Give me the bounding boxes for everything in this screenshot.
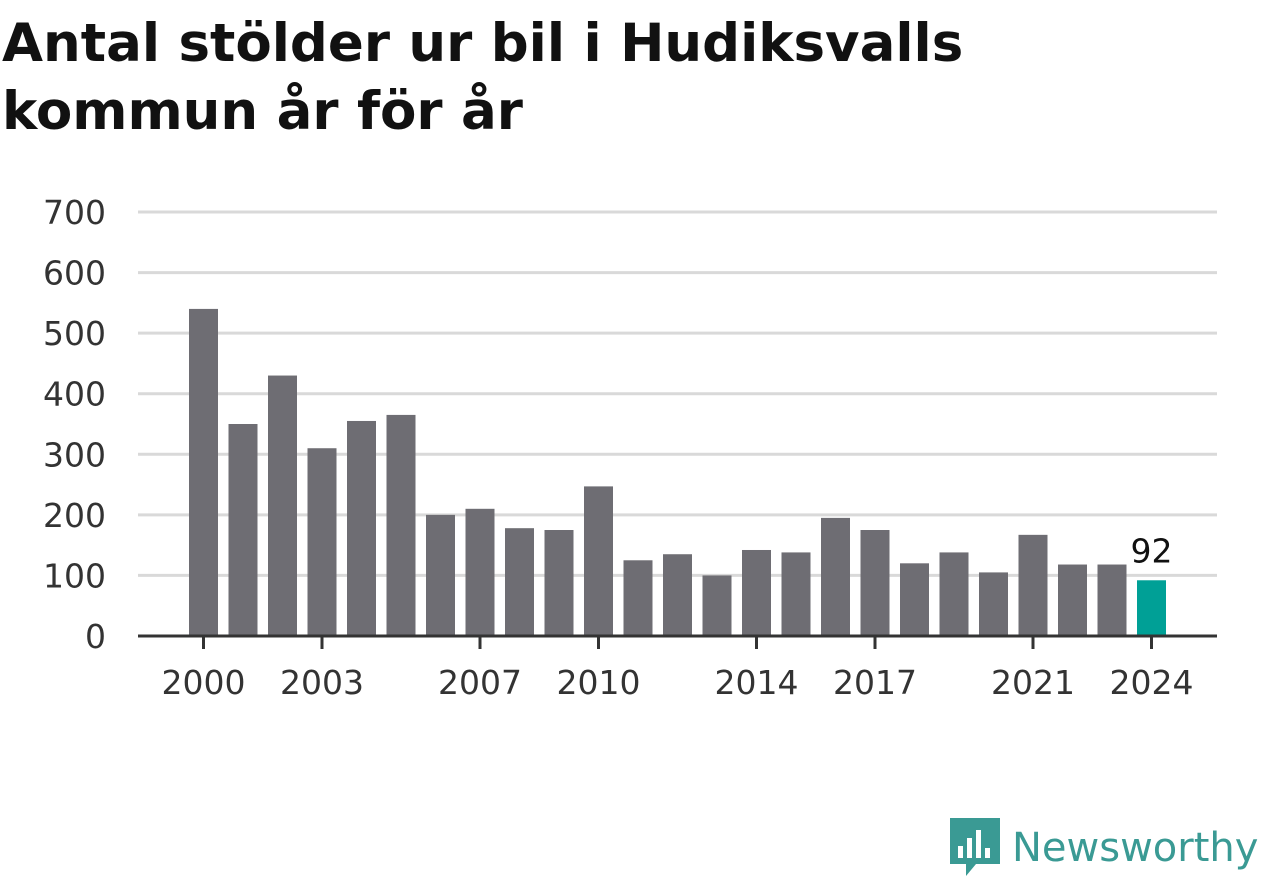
- bar-2022: [1058, 564, 1087, 636]
- bar-2006: [426, 514, 455, 636]
- y-tick-label: 100: [43, 556, 106, 595]
- brand-name: Newsworthy: [1012, 825, 1259, 871]
- bar-2019: [939, 552, 969, 636]
- x-tick-label: 2017: [833, 663, 917, 702]
- newsworthy-logo-icon: [950, 818, 1000, 876]
- y-tick-label: 200: [43, 496, 106, 535]
- y-tick-label: 0: [85, 617, 106, 656]
- bar-2023: [1097, 564, 1127, 636]
- data-label: 92: [1131, 531, 1173, 570]
- x-tick-label: 2003: [280, 663, 364, 702]
- newsworthy-brand: Newsworthy: [950, 818, 1258, 878]
- x-tick-label: 2010: [557, 663, 641, 702]
- bar-2005: [386, 414, 416, 636]
- bar-2002: [268, 375, 297, 636]
- bar-2010: [584, 486, 613, 636]
- x-axis: [138, 634, 1217, 649]
- bar-2009: [544, 530, 574, 636]
- x-tick-label: 2014: [715, 663, 799, 702]
- x-tick-label: 2007: [438, 663, 522, 702]
- bar-2011: [623, 560, 653, 636]
- bar-2000: [189, 308, 218, 636]
- bar-2004: [347, 420, 376, 636]
- bar-2015: [781, 552, 811, 636]
- x-tick-label: 2021: [991, 663, 1075, 702]
- x-tick-label: 2000: [162, 663, 246, 702]
- bar-2017: [860, 530, 890, 636]
- y-tick-label: 600: [43, 254, 106, 293]
- y-axis-labels: 0 100 200 300 400 500 600 700: [43, 193, 106, 656]
- bar-2020: [979, 572, 1008, 636]
- bar-2001: [228, 424, 258, 636]
- bar-2003: [307, 448, 337, 636]
- bar-2018: [900, 563, 929, 636]
- bar-2012: [663, 554, 692, 636]
- data-labels: 92: [1131, 531, 1173, 570]
- bars: [189, 308, 1166, 636]
- y-tick-label: 700: [43, 193, 106, 232]
- chart-title: Antal stölder ur bil i Hudiksvalls kommu…: [2, 13, 964, 142]
- bar-2013: [702, 575, 732, 636]
- bar-2008: [505, 528, 534, 636]
- bar-2014: [742, 549, 771, 636]
- y-tick-label: 400: [43, 375, 106, 414]
- x-axis-labels: 2000 2003 2007 2010 2014 2017 2021 2024: [162, 663, 1194, 702]
- bar-2021: [1018, 534, 1048, 636]
- y-tick-label: 300: [43, 435, 106, 474]
- bar-2007: [465, 508, 495, 636]
- y-tick-label: 500: [43, 314, 106, 353]
- x-tick-label: 2024: [1110, 663, 1194, 702]
- bar-2016: [821, 517, 850, 636]
- bar-2024: [1137, 580, 1166, 636]
- gridlines: [138, 210, 1217, 577]
